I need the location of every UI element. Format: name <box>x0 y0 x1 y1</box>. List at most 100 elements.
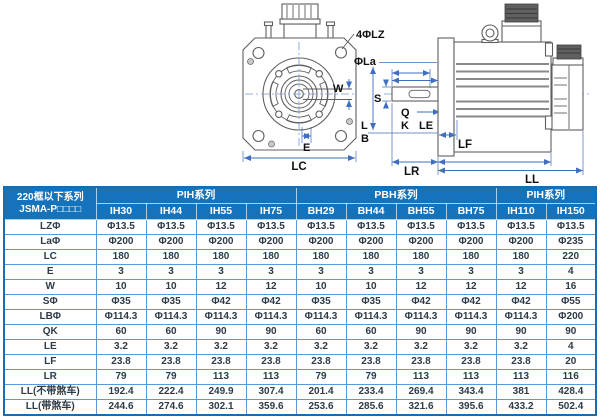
model-header: IH55 <box>195 203 247 220</box>
table-cell: 113 <box>495 369 547 385</box>
table-cell: Φ200 <box>195 234 247 250</box>
row-label: LZΦ <box>3 219 97 235</box>
table-cell: 113 <box>195 369 247 385</box>
series-title-cell: 220框以下系列 JSMA-P□□□□ <box>3 186 97 220</box>
table-row: LZΦ Φ13.5 Φ13.5 Φ13.5 Φ13.5 Φ13.5 Φ13.5 Φ13.5 Φ1… <box>3 219 597 235</box>
series-group-header: PBH系列 <box>295 186 497 204</box>
table-row: W 10 10 12 12 10 10 12 12 12 16 <box>3 279 597 295</box>
table-cell: 502.4 <box>545 399 597 416</box>
table-cell: 90 <box>395 324 447 340</box>
table-row: LR 79 79 113 113 79 79 113 113 113 116 <box>3 369 597 385</box>
table-cell: 222.4 <box>145 384 197 400</box>
table-cell: Φ114.3 <box>195 309 247 325</box>
table-cell: 3 <box>345 264 397 280</box>
table-cell: 3 <box>195 264 247 280</box>
shaft <box>391 86 439 102</box>
table-cell: 302.1 <box>195 399 247 416</box>
table-cell: Φ114.3 <box>295 309 347 325</box>
table-cell: 23.8 <box>345 354 397 370</box>
row-label: LL(不带煞车) <box>3 384 97 400</box>
table-cell: 12 <box>445 279 497 295</box>
table-cell: Φ200 <box>95 234 147 250</box>
table-cell: 249.9 <box>195 384 247 400</box>
table-cell: Φ235 <box>545 234 597 250</box>
table-row: SΦ Φ35 Φ35 Φ42 Φ42 Φ35 Φ35 Φ42 Φ42 Φ42 Φ55 <box>3 294 597 310</box>
row-label: SΦ <box>3 294 97 310</box>
table-cell: 3 <box>145 264 197 280</box>
table-cell: 10 <box>145 279 197 295</box>
table-cell: Φ200 <box>245 234 297 250</box>
dim-label-le: LE <box>419 120 433 132</box>
table-cell: 113 <box>245 369 297 385</box>
table-cell: 3 <box>245 264 297 280</box>
table-cell: Φ35 <box>345 294 397 310</box>
dim-label-lf: LF <box>458 139 472 151</box>
encoder <box>551 44 584 131</box>
eyebolt <box>481 24 499 44</box>
table-cell: 60 <box>345 324 397 340</box>
table-cell: 269.4 <box>395 384 447 400</box>
dim-label-q: Q <box>401 107 410 119</box>
table-cell: 180 <box>195 249 247 265</box>
table-cell: 180 <box>445 249 497 265</box>
table-row: QK 60 60 90 90 60 60 90 90 90 90 <box>3 324 597 340</box>
dim-label-4lz: 4ΦLZ <box>356 29 385 41</box>
table-cell: 307.4 <box>245 384 297 400</box>
table-cell: Φ42 <box>195 294 247 310</box>
table-cell: 23.8 <box>495 354 547 370</box>
table-cell: Φ13.5 <box>95 219 147 235</box>
row-label: W <box>3 279 97 295</box>
series-header-row: 220框以下系列 JSMA-P□□□□ PIH系列 PBH系列 PIH系列 <box>3 186 597 220</box>
dim-label-s: S <box>374 93 381 105</box>
table-cell: Φ200 <box>345 234 397 250</box>
table-cell: 428.4 <box>545 384 597 400</box>
row-label: LBΦ <box>3 309 97 325</box>
table-cell: 23.8 <box>295 354 347 370</box>
table-cell: 23.8 <box>445 354 497 370</box>
table-cell: 244.6 <box>95 399 147 416</box>
motor-ribs <box>456 63 549 118</box>
table-cell: 3.2 <box>145 339 197 355</box>
table-cell: 3 <box>445 264 497 280</box>
table-cell: 23.8 <box>245 354 297 370</box>
table-cell: 3.2 <box>295 339 347 355</box>
table-cell: 3.2 <box>245 339 297 355</box>
table-cell: 90 <box>445 324 497 340</box>
row-label: LF <box>3 354 97 370</box>
table-cell: 3 <box>495 264 547 280</box>
series-group-header: PIH系列 <box>95 186 297 204</box>
table-cell: Φ42 <box>245 294 297 310</box>
table-cell: Φ13.5 <box>245 219 297 235</box>
motor-body <box>453 41 552 153</box>
table-cell: Φ13.5 <box>545 219 597 235</box>
table-row: LL(带煞车) 244.6 274.6 302.1 359.6 253.6 285.6 321… <box>3 399 597 416</box>
model-header: BH55 <box>395 203 447 220</box>
model-header-row: IH30 IH44 IH55 IH75 BH29 BH44 BH55 BH75 IH110 IH1… <box>4 203 597 220</box>
dim-label-la: ΦLa <box>354 56 377 68</box>
table-cell: Φ42 <box>495 294 547 310</box>
table-row: LaΦ Φ200 Φ200 Φ200 Φ200 Φ200 Φ200 Φ200 Φ200 Φ200 Φ… <box>3 234 597 250</box>
table-cell: 23.8 <box>95 354 147 370</box>
table-cell: Φ114.3 <box>345 309 397 325</box>
table-cell: 3.2 <box>195 339 247 355</box>
table-cell: Φ35 <box>95 294 147 310</box>
table-cell: 3.2 <box>345 339 397 355</box>
flange-arc-slots <box>269 64 329 124</box>
table-cell: Φ200 <box>545 309 597 325</box>
table-cell: Φ13.5 <box>495 219 547 235</box>
front-connector <box>263 3 336 39</box>
series-title-line2: JSMA-P□□□□ <box>19 203 82 215</box>
row-label: LC <box>3 249 97 265</box>
model-header: IH30 <box>95 203 147 220</box>
series-group-header: PIH系列 <box>495 186 597 204</box>
table-cell: 90 <box>195 324 247 340</box>
model-header: BH75 <box>445 203 497 220</box>
table-cell: 180 <box>495 249 547 265</box>
table-cell: Φ114.3 <box>95 309 147 325</box>
table-cell: 192.4 <box>95 384 147 400</box>
table-cell: 113 <box>445 369 497 385</box>
table-cell: 3.2 <box>445 339 497 355</box>
table-cell: Φ200 <box>445 234 497 250</box>
table-cell: Φ42 <box>395 294 447 310</box>
table-cell: 90 <box>495 324 547 340</box>
